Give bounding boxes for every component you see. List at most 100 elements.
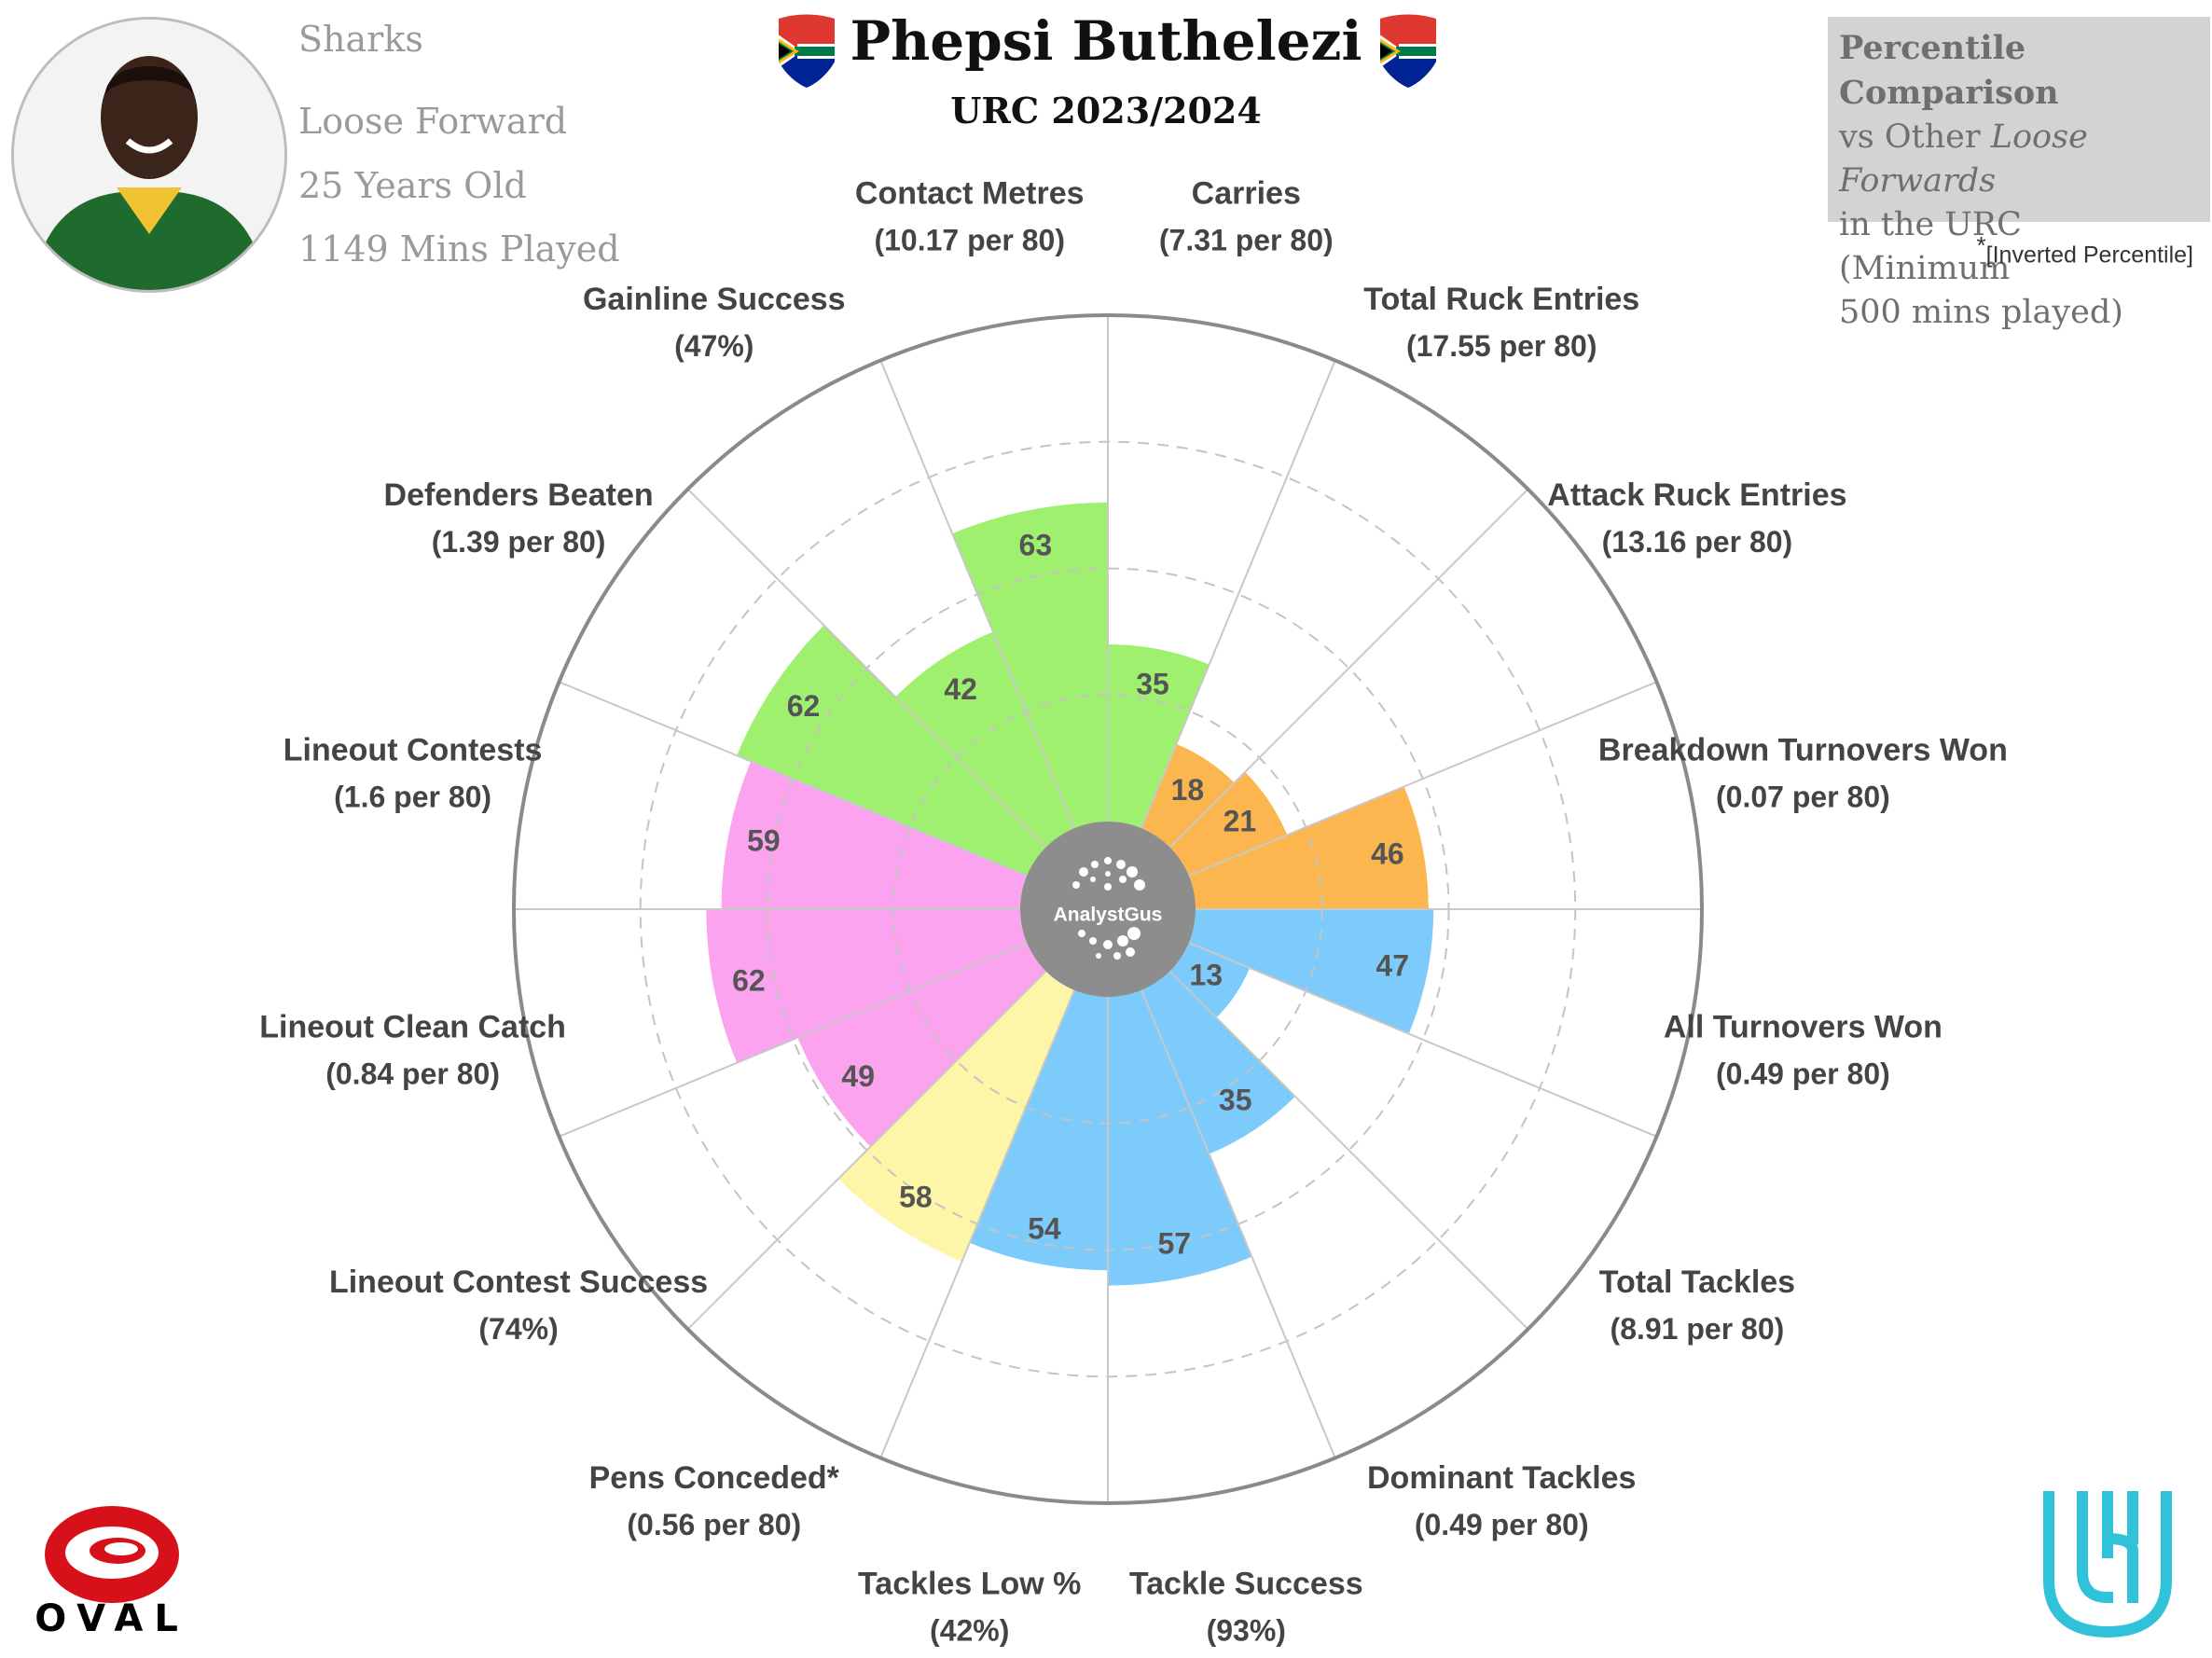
center-logo-dot bbox=[1119, 876, 1127, 883]
center-logo-dot bbox=[1134, 879, 1145, 891]
category-label-all-turnovers-won: All Turnovers Won bbox=[1664, 1009, 1942, 1044]
category-stat-gainline-success: (47%) bbox=[674, 329, 753, 363]
category-label-lineout-clean-catch: Lineout Clean Catch bbox=[259, 1009, 566, 1044]
grid-spoke bbox=[1141, 989, 1336, 1458]
value-label: 18 bbox=[1171, 773, 1205, 807]
category-stat-contact-metres: (10.17 per 80) bbox=[874, 224, 1065, 257]
value-label: 63 bbox=[1019, 529, 1053, 562]
category-stat-attack-ruck-entries: (13.16 per 80) bbox=[1602, 525, 1793, 559]
grid-spoke bbox=[879, 989, 1075, 1458]
center-logo-dot bbox=[1117, 935, 1128, 946]
value-label: 35 bbox=[1219, 1084, 1252, 1117]
bar-lineout-clean-catch bbox=[706, 909, 1028, 1063]
grid-spoke bbox=[879, 360, 1075, 829]
footnote-star: * bbox=[1976, 231, 1986, 259]
grid-spoke bbox=[1188, 681, 1657, 877]
grid-spoke bbox=[559, 942, 1028, 1138]
inverted-footnote: *[Inverted Percentile] bbox=[1977, 231, 2193, 269]
grid-spoke bbox=[1168, 970, 1529, 1331]
player-minutes: 1149 Mins Played bbox=[298, 228, 620, 269]
bar-lineout-contests bbox=[721, 761, 1028, 909]
center-logo-dot bbox=[1127, 866, 1138, 877]
category-stat-tackles-low: (42%) bbox=[930, 1613, 1009, 1647]
bar-breakdown-turnovers-won bbox=[1188, 786, 1429, 909]
outer-ring bbox=[512, 313, 1704, 1505]
center-logo-dot bbox=[1090, 877, 1096, 882]
category-label-tackles-low: Tackles Low % bbox=[858, 1566, 1081, 1601]
urc-logo bbox=[2038, 1487, 2177, 1646]
player-age: 25 Years Old bbox=[298, 165, 527, 206]
value-label: 58 bbox=[899, 1180, 933, 1213]
category-stat-total-ruck-entries: (17.55 per 80) bbox=[1406, 329, 1597, 363]
bars-layer bbox=[706, 502, 1434, 1286]
category-label-breakdown-turnovers-won: Breakdown Turnovers Won bbox=[1598, 733, 2008, 768]
bar-total-tackles bbox=[1169, 942, 1251, 1018]
legend-line-3: in the URC (Minimum bbox=[1839, 206, 2022, 287]
center-disc bbox=[1020, 822, 1196, 997]
value-label: 35 bbox=[1136, 668, 1169, 701]
category-label-pens-conceded: Pens Conceded* bbox=[589, 1460, 840, 1496]
category-stat-total-tackles: (8.91 per 80) bbox=[1611, 1312, 1785, 1346]
value-label: 47 bbox=[1376, 949, 1409, 983]
center-logo-dot bbox=[1116, 860, 1126, 869]
value-label: 49 bbox=[841, 1059, 875, 1093]
category-label-gainline-success: Gainline Success bbox=[583, 282, 846, 317]
grid-spoke bbox=[686, 970, 1047, 1331]
category-stat-breakdown-turnovers-won: (0.07 per 80) bbox=[1716, 781, 1890, 814]
bar-carries bbox=[1108, 643, 1210, 829]
category-label-attack-ruck-entries: Attack Ruck Entries bbox=[1547, 477, 1846, 513]
category-label-total-tackles: Total Tackles bbox=[1599, 1264, 1795, 1300]
value-label: 62 bbox=[732, 964, 766, 998]
bar-defenders-beaten bbox=[737, 625, 1046, 877]
value-label: 54 bbox=[1028, 1212, 1061, 1246]
grid-spoke bbox=[1141, 360, 1336, 829]
bar-dominant-tackles bbox=[1141, 971, 1295, 1154]
center-logo-dot bbox=[1096, 953, 1101, 959]
category-stat-tackle-success: (93%) bbox=[1207, 1613, 1286, 1647]
grid-spoke bbox=[686, 488, 1047, 849]
chart-title: Phepsi Buthelezi bbox=[850, 9, 1362, 73]
category-label-defenders-beaten: Defenders Beaten bbox=[384, 477, 654, 513]
center-logo-dot bbox=[1103, 940, 1113, 949]
category-stat-lineout-contests: (1.6 per 80) bbox=[334, 781, 491, 814]
value-label: 21 bbox=[1224, 805, 1257, 838]
oval-logo: OVAL bbox=[28, 1497, 196, 1651]
center-logo: AnalystGus bbox=[1020, 822, 1196, 997]
category-stat-defenders-beaten: (1.39 per 80) bbox=[432, 525, 606, 559]
player-position: Loose Forward bbox=[298, 101, 568, 142]
player-avatar bbox=[11, 17, 287, 293]
legend-line-2-prefix: vs Other bbox=[1839, 118, 1991, 156]
legend-line-2-emphasis: Loose Forwards bbox=[1839, 118, 2088, 200]
bar-gainline-success bbox=[895, 631, 1075, 848]
category-label-total-ruck-entries: Total Ruck Entries bbox=[1363, 282, 1639, 317]
grid-spoke bbox=[1188, 942, 1657, 1138]
grid-spoke bbox=[559, 681, 1028, 877]
center-logo-dot bbox=[1104, 857, 1112, 864]
value-label: 42 bbox=[944, 672, 977, 706]
bar-tackle-success bbox=[1108, 989, 1252, 1286]
category-label-lineout-contests: Lineout Contests bbox=[283, 733, 543, 768]
legend-line-4: 500 mins played) bbox=[1839, 294, 2123, 331]
legend-box: Percentile Comparison vs Other Loose For… bbox=[1828, 17, 2210, 331]
center-logo-dot bbox=[1091, 861, 1099, 868]
center-logo-dot bbox=[1105, 871, 1111, 877]
bar-lineout-contest-success bbox=[797, 942, 1046, 1147]
center-logo-dot bbox=[1113, 952, 1121, 960]
bar-attack-ruck-entries bbox=[1169, 771, 1288, 877]
center-logo-dot bbox=[1127, 927, 1141, 940]
category-stat-all-turnovers-won: (0.49 per 80) bbox=[1716, 1057, 1890, 1090]
center-logo-dot bbox=[1072, 881, 1080, 889]
bar-contact-metres bbox=[952, 502, 1108, 829]
footnote-text: [Inverted Percentile] bbox=[1985, 242, 2193, 269]
south-africa-flag-left-icon bbox=[779, 14, 835, 88]
category-stat-pens-conceded: (0.56 per 80) bbox=[627, 1508, 801, 1541]
category-label-carries: Carries bbox=[1192, 176, 1301, 212]
category-label-lineout-contest-success: Lineout Contest Success bbox=[329, 1264, 708, 1300]
center-logo-text: AnalystGus bbox=[1054, 905, 1163, 926]
value-label: 57 bbox=[1158, 1226, 1192, 1260]
value-labels-layer: 35 18 21 46 47 13 35 57 54 58 49 62 59 62 42 63 bbox=[732, 529, 1409, 1261]
category-label-dominant-tackles: Dominant Tackles bbox=[1367, 1460, 1636, 1496]
center-logo-dot bbox=[1089, 937, 1097, 945]
category-stat-lineout-clean-catch: (0.84 per 80) bbox=[325, 1057, 500, 1090]
